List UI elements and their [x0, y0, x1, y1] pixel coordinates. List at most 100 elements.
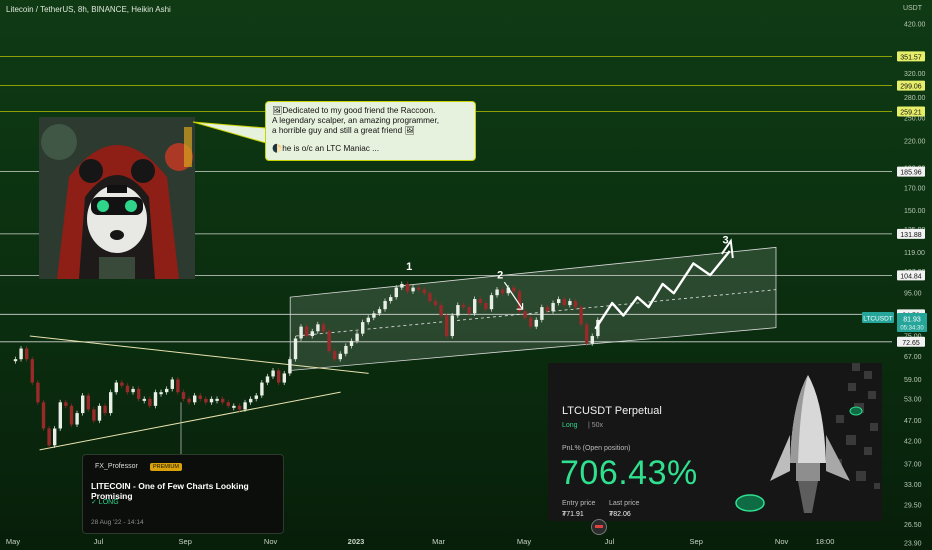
- candle-body: [58, 402, 62, 429]
- resistance-trendline: [29, 335, 369, 374]
- countdown-label: 05:34:30: [900, 326, 924, 332]
- time-tick-label: May: [517, 537, 531, 546]
- candle-body: [271, 370, 275, 377]
- last-value: ₮82.06: [609, 511, 631, 518]
- note-line-1: 🖼Dedicated to my good friend the Raccoon…: [272, 106, 436, 115]
- premium-badge: PREMIUM: [150, 463, 182, 471]
- entry-label: Entry price: [562, 500, 596, 507]
- candle-body: [467, 307, 471, 314]
- candle-body: [512, 287, 516, 292]
- candle-body: [305, 326, 309, 337]
- candle-body: [506, 287, 510, 294]
- time-tick-label: Nov: [264, 537, 278, 546]
- idea-title[interactable]: LITECOIN - One of Few Charts Looking Pro…: [91, 481, 249, 501]
- candle-body: [338, 353, 342, 360]
- candle-body: [333, 351, 337, 360]
- candle-body: [109, 392, 113, 414]
- candle-body: [69, 405, 74, 425]
- candle-body: [41, 402, 46, 429]
- candle-body: [97, 405, 102, 421]
- candle-body: [344, 345, 348, 354]
- candle-body: [249, 398, 253, 403]
- candle-body: [176, 379, 180, 393]
- candle-body: [310, 331, 314, 337]
- price-tick-label: 420.00: [904, 22, 926, 29]
- candle-body: [131, 388, 135, 393]
- candle-body: [237, 405, 242, 410]
- candle-body: [372, 313, 376, 318]
- regression-channel: [289, 246, 777, 371]
- candle-body: [445, 315, 449, 337]
- price-tick-label: 29.50: [904, 502, 922, 509]
- price-level-badge-label: 131.88: [900, 232, 922, 239]
- idea-date: 28 Aug '22 - 14:14: [91, 519, 144, 526]
- candle-body: [13, 359, 18, 362]
- candle-body: [288, 359, 292, 374]
- candle-body: [568, 301, 572, 306]
- candle-body: [265, 376, 270, 383]
- time-tick-label: 18:00: [816, 537, 835, 546]
- candle-body: [198, 395, 202, 399]
- candle-body: [125, 385, 130, 393]
- candle-body: [495, 289, 499, 296]
- candle-body: [293, 338, 298, 360]
- candle-body: [405, 283, 410, 292]
- candle-body: [221, 398, 225, 403]
- price-level-badge-label: 351.57: [900, 54, 922, 61]
- time-tick-label: May: [6, 537, 20, 546]
- candle-body: [422, 289, 426, 294]
- candle-body: [540, 307, 544, 320]
- candle-body: [394, 287, 398, 298]
- price-tick-label: 53.00: [904, 396, 922, 403]
- candle-body: [243, 402, 247, 410]
- candle-body: [120, 382, 124, 386]
- pnl-value: 706.43%: [560, 454, 698, 492]
- time-tick-label: Jul: [94, 537, 104, 546]
- candle-body: [86, 395, 90, 410]
- candle-body: [450, 315, 454, 337]
- price-tick-label: 170.00: [904, 185, 926, 192]
- candle-body: [439, 305, 443, 316]
- candle-body: [316, 324, 320, 332]
- candle-body: [209, 398, 214, 403]
- idea-author[interactable]: FX_Professor: [95, 463, 138, 470]
- wave-label: 3: [723, 235, 729, 247]
- candle-body: [47, 428, 51, 446]
- candle-body: [19, 348, 23, 360]
- price-tick-label: 119.00: [904, 250, 925, 257]
- bookmark-icon[interactable]: [591, 519, 607, 535]
- price-axis: 23.90 26.50 29.50 33.00 37.00 42.00 47.00 53.00…: [862, 22, 927, 548]
- entry-value: ₮71.91: [562, 511, 584, 518]
- time-tick-label: Jul: [605, 537, 615, 546]
- price-level-badge: [897, 228, 925, 239]
- candle-body: [377, 309, 382, 314]
- candle-body: [545, 307, 550, 312]
- candle-body: [170, 379, 174, 389]
- price-tick-label: 33.00: [904, 482, 922, 489]
- price-tick-label: 250.00: [904, 116, 926, 123]
- candle-body: [114, 382, 118, 393]
- note-line-3: a horrible guy and still a great friend …: [272, 126, 415, 135]
- price-level-badge: [897, 166, 925, 177]
- time-tick-label: 2023: [348, 537, 365, 546]
- candle-body: [557, 299, 561, 304]
- price-tick-label: 26.50: [904, 522, 922, 529]
- candle-body: [142, 398, 146, 401]
- current-price-label: 81.93: [903, 317, 921, 324]
- rocket-icon: [735, 363, 880, 513]
- candle-body: [579, 307, 583, 325]
- candle-body: [551, 303, 555, 312]
- time-tick-label: Nov: [775, 537, 789, 546]
- idea-card[interactable]: FX_Professor PREMIUM LITECOIN - One of F…: [82, 454, 284, 534]
- candle-body: [361, 322, 365, 334]
- channel-band: [289, 246, 777, 371]
- currency-label: USDT: [902, 5, 922, 12]
- price-series: [13, 281, 600, 460]
- pnl-side: Long: [562, 422, 578, 429]
- pnl-card: LTCUSDT Perpetual Long | 50x PnL% (Open …: [548, 363, 882, 521]
- candle-body: [473, 299, 477, 314]
- candle-body: [411, 287, 415, 292]
- pullback-arrowhead: [516, 303, 524, 310]
- last-label: Last price: [609, 500, 640, 507]
